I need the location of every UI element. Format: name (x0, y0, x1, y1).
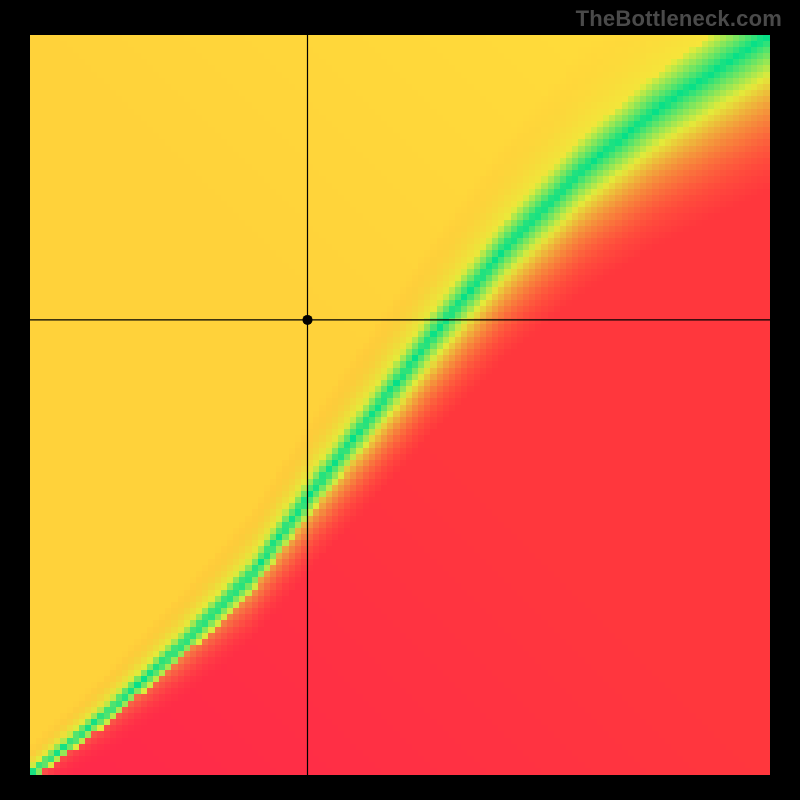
heatmap-canvas (30, 35, 770, 775)
watermark-text: TheBottleneck.com (576, 6, 782, 32)
